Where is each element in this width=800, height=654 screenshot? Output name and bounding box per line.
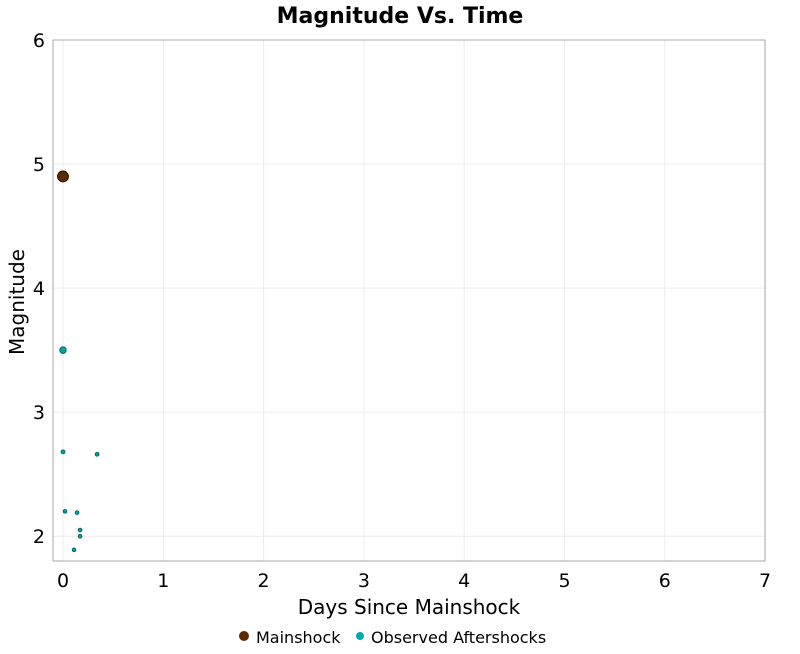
x-tick-label: 5 xyxy=(558,570,570,592)
y-tick-label: 4 xyxy=(33,278,45,300)
legend-label-mainshock: Mainshock xyxy=(256,628,341,647)
x-tick-label: 0 xyxy=(57,570,69,592)
aftershock-point xyxy=(60,449,66,455)
x-tick-label: 6 xyxy=(659,570,671,592)
y-tick-label: 3 xyxy=(33,402,45,424)
aftershock-point xyxy=(94,451,100,457)
legend-label-aftershocks: Observed Aftershocks xyxy=(371,628,546,647)
legend: Mainshock Observed Aftershocks xyxy=(239,628,546,647)
mainshock-point xyxy=(57,170,69,183)
data-points xyxy=(57,170,100,553)
y-tick-label: 2 xyxy=(33,526,45,548)
aftershock-point xyxy=(71,547,77,553)
aftershock-point xyxy=(62,509,68,514)
aftershock-point xyxy=(59,346,67,354)
legend-marker-mainshock xyxy=(239,631,249,641)
x-tick-label: 7 xyxy=(759,570,771,592)
legend-marker-aftershocks xyxy=(356,632,364,640)
x-tick-label: 3 xyxy=(358,570,370,592)
aftershock-point xyxy=(77,527,83,533)
y-tick-label: 6 xyxy=(33,30,45,52)
grid xyxy=(53,39,766,561)
x-tick-label: 4 xyxy=(458,570,470,592)
x-axis-label: Days Since Mainshock xyxy=(298,595,521,619)
y-tick-label: 5 xyxy=(33,154,45,176)
chart-title: Magnitude Vs. Time xyxy=(277,4,524,29)
y-axis-label: Magnitude xyxy=(5,249,29,355)
aftershock-point xyxy=(74,510,80,515)
aftershock-point xyxy=(77,533,83,539)
x-tick-label: 2 xyxy=(258,570,270,592)
tick-labels: 0 1 2 3 4 5 6 7 2 3 4 5 6 xyxy=(33,30,771,592)
x-tick-label: 1 xyxy=(157,570,169,592)
plot-area-frame xyxy=(52,39,766,562)
